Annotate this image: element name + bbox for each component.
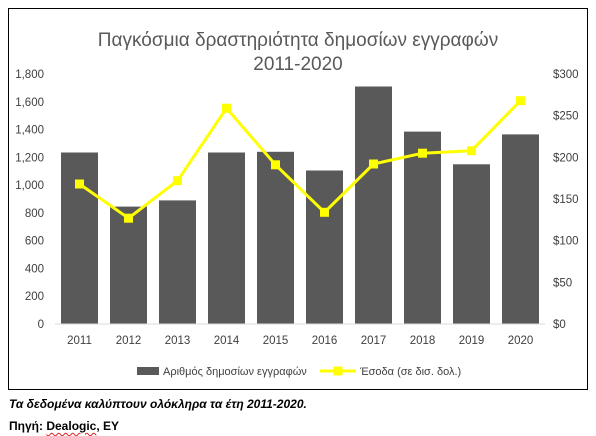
bar-2017 [355,86,392,324]
x-tick-label: 2013 [165,335,191,347]
y-left-tick-label: 200 [25,291,44,303]
y-left-tick-label: 1,600 [15,97,44,109]
bars-layer [61,86,539,324]
x-tick-label: 2019 [459,335,485,347]
chart-frame: Παγκόσμια δραστηριότητα δημοσίων εγγραφώ… [8,8,588,390]
bar-2011 [61,152,98,324]
bar-2012 [110,206,147,324]
revenue-point-2018 [418,148,427,158]
footnote-coverage: Τα δεδομένα καλύπτουν ολόκληρα τα έτη 20… [9,397,307,411]
x-tick-label: 2012 [116,335,142,347]
revenue-point-2015 [271,160,280,170]
legend-label-line: Έσοδα (σε δισ. δολ.) [359,366,461,378]
y-left-tick-label: 400 [25,263,44,275]
y-right-tick-label: $200 [553,152,579,164]
y-right-tick-label: $300 [553,69,579,81]
chart-title-line-2: 2011-2020 [253,54,343,75]
x-tick-label: 2011 [67,335,92,347]
footnote-source-suffix: , EY [96,419,120,433]
revenue-point-2012 [124,213,133,223]
y-left-tick-label: 0 [38,319,44,331]
y-left-tick-label: 1,200 [15,152,44,164]
revenue-point-2013 [173,176,182,186]
bar-2016 [306,170,343,324]
revenue-point-2014 [222,103,231,113]
x-tick-label: 2017 [361,335,387,347]
y-left-tick-label: 1,800 [15,69,44,81]
revenue-line [78,99,522,220]
y-right-tick-label: $150 [553,194,579,206]
legend-label-bars: Αριθμός δημοσίων εγγραφών [163,366,307,378]
y-left-tick-label: 800 [25,208,44,220]
x-tick-label: 2018 [410,335,436,347]
chart-title-line-1: Παγκόσμια δραστηριότητα δημοσίων εγγραφώ… [97,30,499,51]
chart-title: Παγκόσμια δραστηριότητα δημοσίων εγγραφώ… [9,29,587,77]
y-right-tick-label: $0 [553,319,566,331]
x-tick-label: 2020 [508,335,534,347]
x-tick-label: 2016 [312,335,338,347]
footnote-source-dealogic: Dealogic [46,419,97,433]
chart-legend: Αριθμός δημοσίων εγγραφών Έσοδα (σε δισ. … [137,366,461,378]
axis-layer: 0 200 400 600 800 1,000 1,200 1,400 1,600 1,800 $0… [15,69,578,347]
legend-swatch-bars [137,367,159,375]
y-right-tick-label: $100 [553,236,579,248]
bar-2014 [208,152,245,324]
bar-2015 [257,151,294,324]
bar-2018 [404,131,441,324]
x-tick-label: 2015 [263,335,289,347]
revenue-point-2019 [467,146,476,156]
revenue-point-2016 [320,207,329,217]
x-tick-label: 2014 [214,335,240,347]
revenue-point-2020 [516,96,525,106]
bar-2020 [502,134,539,324]
legend-swatch-marker [333,366,343,376]
y-left-tick-label: 1,000 [15,180,44,192]
revenue-point-2017 [369,159,378,169]
y-left-tick-label: 1,400 [15,125,44,137]
y-left-tick-label: 600 [25,236,44,248]
y-right-tick-label: $250 [553,111,579,123]
revenue-point-2011 [75,179,84,189]
footnote-source-prefix: Πηγή: [9,419,47,433]
line-layer [75,96,525,223]
bar-2019 [453,164,490,324]
bar-2013 [159,200,196,324]
footnote-source: Πηγή: Dealogic, EY [9,419,119,433]
y-right-tick-label: $50 [553,277,572,289]
